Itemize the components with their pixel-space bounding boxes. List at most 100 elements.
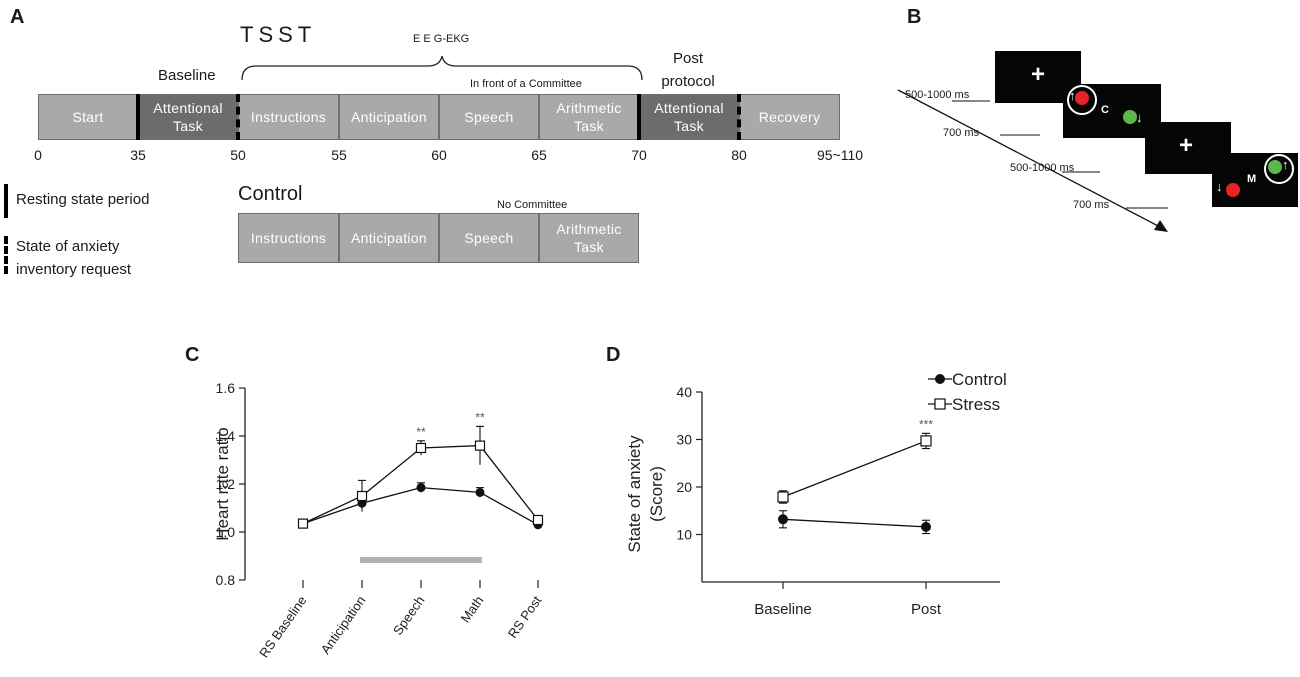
- y-tick-label: 10: [676, 527, 692, 543]
- resting-state-marker: [136, 94, 140, 140]
- x-tick-label: RS Baseline: [256, 593, 309, 660]
- significance-annotation: **: [475, 410, 485, 424]
- anxiety-legend: State of anxiety inventory request: [16, 235, 131, 281]
- time-tick: 60: [431, 147, 447, 163]
- segment-label: Task: [573, 118, 604, 134]
- y-tick-label: 40: [676, 384, 692, 400]
- panel-d-letter: D: [606, 344, 621, 366]
- cue-circle: [1067, 85, 1097, 115]
- data-point-control: [921, 521, 931, 532]
- time-tick: 70: [631, 147, 647, 163]
- arrow-up-icon: ↑: [1282, 157, 1289, 172]
- significance-annotation: ***: [919, 417, 933, 431]
- time-tick: 95~110: [816, 147, 864, 163]
- y-tick-label: 1.4: [216, 428, 236, 444]
- heart-rate-chart: 0.8 1.0 1.2 1.4 1.6 Heart rate ratio RS Baseli…: [213, 380, 545, 660]
- segment-label: Instructions: [250, 230, 327, 246]
- x-tick-label: Anticipation: [318, 593, 369, 657]
- letter-m: M: [1247, 173, 1257, 185]
- data-point-control: [416, 483, 426, 493]
- anxiety-inventory-marker: [236, 94, 240, 140]
- series-line-control: [782, 518, 927, 528]
- control-segment: Speech: [439, 213, 539, 263]
- timeline-segment: Anticipation: [339, 94, 439, 140]
- time-tick: 35: [130, 147, 146, 163]
- segment-label: Arithmetic: [556, 100, 622, 116]
- legend-label-stress: Stress: [952, 395, 1000, 414]
- legend-marker-control: [935, 374, 945, 384]
- green-dot: [1123, 110, 1137, 124]
- segment-label: Task: [173, 118, 203, 134]
- data-point-stress: [474, 440, 486, 451]
- x-tick-label: Math: [458, 593, 487, 625]
- segment-label: Anticipation: [351, 109, 427, 125]
- significance-annotation: **: [416, 425, 426, 439]
- y-tick-label: 20: [676, 479, 692, 495]
- y-axis-label: (Score): [647, 466, 666, 522]
- post-label-line2: protocol: [661, 73, 715, 90]
- segment-label: Task: [674, 118, 704, 134]
- control-segment: Anticipation: [339, 213, 439, 263]
- green-dot: [1268, 160, 1282, 174]
- anxiety-legend-swatch: [4, 236, 8, 274]
- anxiety-inventory-marker: [737, 94, 741, 140]
- segment-label: Instructions: [250, 109, 327, 125]
- y-tick-label: 30: [676, 432, 692, 448]
- data-point-stress: [356, 490, 368, 502]
- timing-label: 500-1000 ms: [905, 89, 970, 101]
- red-dot: [1226, 183, 1240, 197]
- no-committee-label: No Committee: [497, 199, 568, 211]
- timing-label: 700 ms: [1073, 199, 1110, 211]
- control-segment: Arithmetic Task: [539, 213, 639, 263]
- post-protocol-label: Post protocol: [652, 47, 724, 93]
- y-tick-label: 0.8: [216, 572, 236, 588]
- segment-label: Speech: [464, 230, 514, 246]
- segment-label: Anticipation: [351, 230, 427, 246]
- segment-label: Speech: [464, 109, 514, 125]
- baseline-label: Baseline: [158, 67, 216, 84]
- legend-marker-stress: [934, 398, 946, 410]
- panel-c-letter: C: [185, 344, 200, 366]
- anxiety-chart: 10 20 30 40 State of anxiety (Score) Baseline P…: [625, 370, 1007, 618]
- anxiety-legend-line1: State of anxiety: [16, 238, 120, 255]
- panel-a-letter: A: [10, 6, 25, 28]
- data-point-stress: [297, 518, 309, 529]
- control-segment: Instructions: [238, 213, 339, 263]
- red-dot: [1075, 91, 1089, 105]
- time-tick: 0: [34, 147, 42, 163]
- letter-c: C: [1101, 104, 1109, 116]
- y-tick-label: 1.6: [216, 380, 236, 396]
- tsst-bracket: [241, 55, 643, 81]
- control-label: Control: [238, 183, 303, 205]
- resting-state-legend-swatch: [4, 184, 8, 218]
- data-point-control: [475, 487, 485, 497]
- timeline-segment: Speech: [439, 94, 539, 140]
- target-screen-c: ↑ C ↓: [1063, 84, 1161, 138]
- target-screen-m: ↑ M ↓: [1212, 153, 1298, 207]
- timeline-segment: Instructions: [238, 94, 339, 140]
- x-tick-label: Baseline: [754, 601, 812, 618]
- arrow-down-icon: ↓: [1136, 110, 1143, 125]
- x-tick-label: RS Post: [505, 593, 545, 641]
- segment-label: Start: [72, 109, 104, 125]
- fixation-cross: +: [1179, 132, 1194, 159]
- arrow-down-icon: ↓: [1216, 179, 1223, 194]
- timeline-segment: Attentional Task: [639, 94, 739, 140]
- segment-label: Attentional: [654, 100, 724, 116]
- tsst-label: TSST: [240, 22, 317, 47]
- data-point-stress: [532, 514, 544, 526]
- time-arrow: [897, 89, 1168, 232]
- y-axis-label: State of anxiety: [625, 435, 644, 553]
- time-tick: 55: [331, 147, 347, 163]
- legend-label-control: Control: [952, 370, 1007, 389]
- eeg-label: E E G-EKG: [413, 33, 470, 45]
- segment-label: Recovery: [758, 109, 821, 125]
- arrow-up-icon: ↑: [1069, 88, 1076, 103]
- y-tick-label: 1.2: [216, 476, 236, 492]
- data-point-stress: [777, 491, 789, 503]
- x-tick-label: Speech: [390, 593, 428, 638]
- panel-b-letter: B: [907, 6, 922, 28]
- data-point-stress: [415, 442, 427, 454]
- data-point-stress: [920, 435, 932, 447]
- timing-label: 500-1000 ms: [1010, 162, 1075, 174]
